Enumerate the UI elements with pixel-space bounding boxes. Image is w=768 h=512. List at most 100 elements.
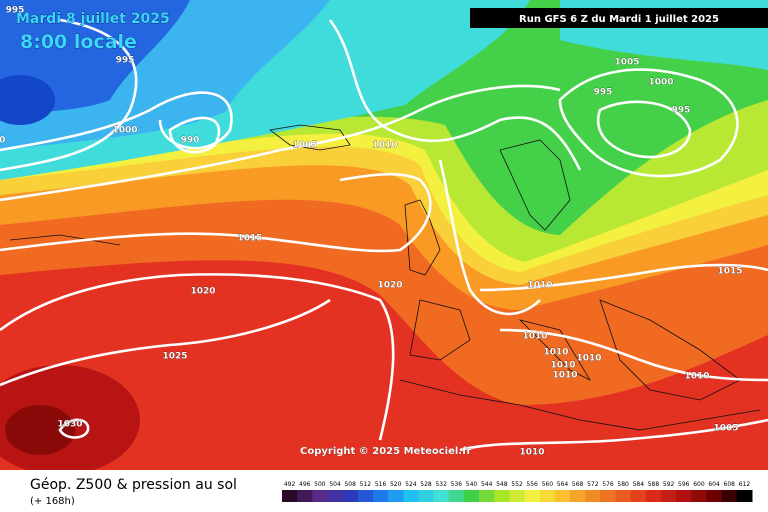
scale-cell	[403, 490, 419, 502]
scale-cell	[691, 490, 708, 502]
scale-label: 548	[496, 481, 508, 488]
scale-cell	[463, 490, 480, 502]
scale-label: 512	[360, 481, 372, 488]
scale-cell	[494, 490, 510, 502]
isobar-label: 1000	[112, 126, 137, 136]
scale-cell	[554, 490, 571, 502]
isobar-label: 1010	[519, 448, 544, 458]
isobar-label: 1020	[377, 281, 402, 291]
scale-cell	[433, 490, 450, 502]
scale-cell	[388, 490, 404, 502]
isobar-label: 995	[594, 88, 613, 98]
scale-cell	[645, 490, 662, 502]
scale-cell	[448, 490, 465, 502]
scale-cell	[327, 490, 344, 502]
isobar-label: 1010	[543, 348, 568, 358]
isobar-label: 1010	[552, 371, 577, 381]
scale-cell	[570, 490, 586, 502]
scale-label: 612	[739, 481, 751, 488]
footer-title: Géop. Z500 & pression au sol	[30, 477, 237, 493]
scale-cell	[418, 490, 435, 502]
scale-cell	[479, 490, 495, 502]
scale-cell	[676, 490, 692, 502]
isobar-label: 995	[6, 6, 25, 16]
scale-label: 568	[572, 481, 584, 488]
scale-cell	[539, 490, 556, 502]
scale-label: 520	[390, 481, 402, 488]
isobar-label: 1025	[162, 352, 187, 362]
isobar-label: 990	[181, 136, 200, 146]
isobar-label: 1015	[717, 267, 742, 277]
color-scale: 492 496 500 504 508 512 516 520 524 528 532 536 540 5…	[282, 481, 753, 502]
scale-label: 492	[284, 481, 296, 488]
scale-cell	[630, 490, 647, 502]
scale-cell	[600, 490, 617, 502]
scale-label: 584	[633, 481, 645, 488]
scale-cell	[615, 490, 632, 502]
scale-cell	[721, 490, 738, 502]
scale-cell	[661, 490, 677, 502]
isobar-label: 1010	[522, 332, 547, 342]
scale-label: 564	[557, 481, 569, 488]
scale-cell	[372, 490, 389, 502]
scale-cell	[524, 490, 541, 502]
scale-label: 604	[708, 481, 720, 488]
scale-label: 528	[420, 481, 432, 488]
scale-cell	[342, 490, 359, 502]
isobar-label: 995	[116, 56, 135, 66]
scale-label: 588	[648, 481, 660, 488]
isobar-label: 1000	[648, 78, 673, 88]
lead-time: (+ 168h)	[30, 496, 75, 507]
scale-label: 576	[602, 481, 614, 488]
scale-label: 496	[299, 481, 311, 488]
header: Mardi 8 juillet 2025 8:00 locale Run GFS…	[16, 8, 768, 53]
scale-label: 600	[693, 481, 705, 488]
scale-label: 580	[617, 481, 629, 488]
scale-label: 572	[587, 481, 599, 488]
isobar-label: 1010	[550, 361, 575, 371]
scale-label: 500	[314, 481, 326, 488]
isobar-label: 995	[672, 106, 691, 116]
scale-label: 608	[724, 481, 736, 488]
scale-cell	[312, 490, 328, 502]
isobar-label: 1005	[292, 141, 317, 151]
scale-cell	[282, 490, 298, 502]
isobar-label: 1010	[576, 354, 601, 364]
isobar-label: 1030	[57, 420, 82, 430]
scale-label: 596	[678, 481, 690, 488]
scale-label: 544	[481, 481, 493, 488]
scale-label: 536	[451, 481, 463, 488]
valid-date: Mardi 8 juillet 2025	[16, 11, 170, 27]
scale-label: 524	[405, 481, 417, 488]
scale-label: 540	[466, 481, 478, 488]
scale-label: 516	[375, 481, 387, 488]
scale-cell	[357, 490, 374, 502]
scale-label: 532	[435, 481, 447, 488]
scale-cell	[736, 490, 753, 502]
scale-label: 504	[329, 481, 341, 488]
isobar-label: 1020	[190, 287, 215, 297]
valid-time: 8:00 locale	[20, 31, 137, 53]
scale-label: 592	[663, 481, 675, 488]
scale-label: 556	[526, 481, 538, 488]
isobar-label: 1005	[614, 58, 639, 68]
scale-label: 560	[542, 481, 554, 488]
isobar-label: 1015	[237, 234, 262, 244]
isobar-labels: 995 990 995 1000 990 1005 1010 1005 1000 995 995 10…	[0, 5, 743, 458]
isobar-label: 1010	[372, 141, 397, 151]
scale-cell	[706, 490, 723, 502]
scale-label: 508	[344, 481, 356, 488]
isobar-label: 990	[0, 136, 5, 146]
isobar-label: 1010	[684, 372, 709, 382]
map	[0, 0, 768, 470]
run-info: Run GFS 6 Z du Mardi 1 juillet 2025	[519, 14, 719, 25]
scale-label: 552	[511, 481, 523, 488]
scale-cell	[509, 490, 526, 502]
scale-cell	[585, 490, 601, 502]
isobar-label: 1010	[527, 281, 552, 291]
copyright: Copyright © 2025 Meteociel.fr	[300, 446, 471, 457]
run-box	[470, 8, 768, 28]
isobar-label: 1005	[713, 424, 738, 434]
scale-cell	[297, 490, 313, 502]
